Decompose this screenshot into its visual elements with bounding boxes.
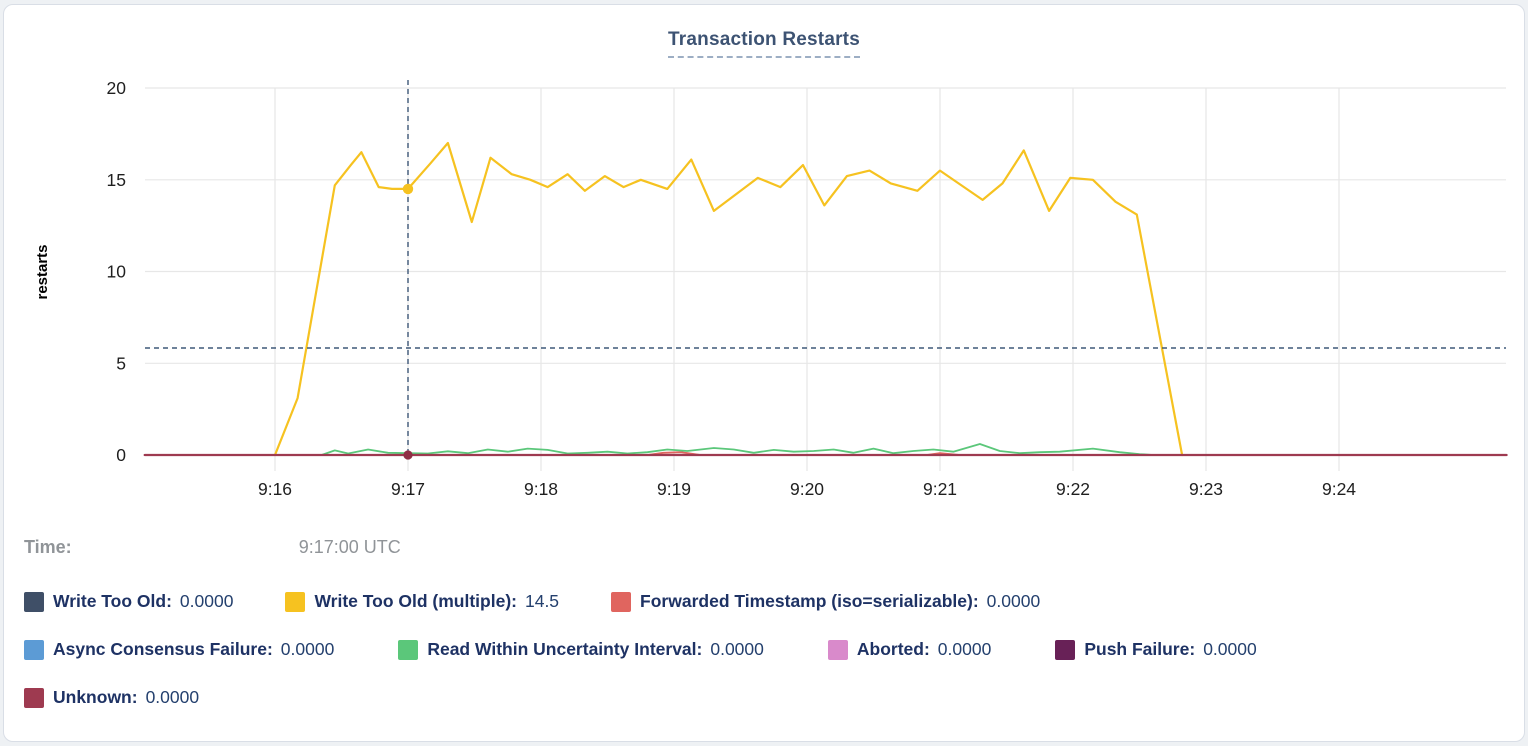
x-tick-label: 9:23 xyxy=(1189,479,1223,499)
legend-row: Unknown: 0.0000 xyxy=(24,687,199,708)
series-line-read-within-uncertainty-interval xyxy=(320,443,1154,456)
legend-value: 0.0000 xyxy=(145,687,200,707)
legend-item: Push Failure: 0.0000 xyxy=(1055,639,1257,660)
x-tick-label: 9:16 xyxy=(258,479,292,499)
legend-item: Read Within Uncertainty Interval: 0.0000 xyxy=(398,639,764,660)
legend-swatch-icon xyxy=(285,591,306,612)
legend-value: 0.0000 xyxy=(710,639,764,659)
legend-label: Write Too Old: xyxy=(53,591,172,611)
legend-label: Push Failure: xyxy=(1084,639,1196,659)
y-tick-label: 0 xyxy=(116,445,126,465)
legend-swatch-icon xyxy=(398,639,419,660)
time-readout-label: Time: xyxy=(24,537,72,557)
x-tick-label: 9:18 xyxy=(524,479,558,499)
y-tick-label: 5 xyxy=(116,353,126,373)
legend-value: 0.0000 xyxy=(179,591,234,611)
legend-row: Write Too Old: 0.0000 Write Too Old (multi… xyxy=(24,591,1040,612)
legend-label: Aborted: xyxy=(856,639,930,659)
time-readout: Time: 9:17:00 UTC xyxy=(24,537,401,558)
legend-swatch-icon xyxy=(24,591,44,612)
legend-value: 0.0000 xyxy=(1203,639,1257,659)
x-tick-label: 9:24 xyxy=(1322,479,1356,499)
legend-swatch-icon xyxy=(24,639,44,660)
x-tick-label: 9:17 xyxy=(391,479,425,499)
legend-value: 14.5 xyxy=(524,591,560,611)
legend-label: Unknown: xyxy=(53,687,138,707)
legend-swatch-icon xyxy=(611,591,632,612)
legend-label: Read Within Uncertainty Interval: xyxy=(427,639,703,659)
legend-item: Write Too Old: 0.0000 xyxy=(24,591,233,612)
time-readout-value: 9:17:00 UTC xyxy=(298,537,401,557)
legend-swatch-icon xyxy=(827,639,848,660)
legend-label: Forwarded Timestamp (iso=serializable): xyxy=(640,591,979,611)
x-tick-label: 9:22 xyxy=(1056,479,1090,499)
hover-dot-unknown xyxy=(403,450,413,460)
legend-value: 0.0000 xyxy=(986,591,1041,611)
y-axis-label: restarts xyxy=(34,244,51,299)
x-tick-label: 9:21 xyxy=(923,479,957,499)
legend-row: Async Consensus Failure: 0.0000 Read Withi… xyxy=(24,639,1257,660)
x-tick-label: 9:19 xyxy=(657,479,691,499)
series-line-write-too-old-multiple- xyxy=(273,141,1184,457)
legend-swatch-icon xyxy=(1055,639,1076,660)
transaction-restarts-chart[interactable]: 0 5 10 15 20 9:16 9:17 9:18 9:19 9:20 9:21 9:22 9:23… xyxy=(3,5,1525,513)
legend-item: Forwarded Timestamp (iso=serializable): 0… xyxy=(611,591,1040,612)
y-tick-label: 15 xyxy=(107,170,126,190)
legend-item: Aborted: 0.0000 xyxy=(827,639,992,660)
legend-value: 0.0000 xyxy=(937,639,992,659)
x-tick-label: 9:20 xyxy=(790,479,824,499)
legend-item: Async Consensus Failure: 0.0000 xyxy=(24,639,334,660)
transaction-restarts-panel: Transaction Restarts 0 5 10 15 20 9:16 9:17 9:1… xyxy=(3,4,1525,742)
legend-value: 0.0000 xyxy=(280,639,335,659)
chart-title-wrap: Transaction Restarts xyxy=(4,29,1524,58)
legend-swatch-icon xyxy=(24,687,44,708)
legend-label: Write Too Old (multiple): xyxy=(314,591,517,611)
y-tick-label: 10 xyxy=(107,262,127,282)
y-tick-label: 20 xyxy=(107,78,127,98)
hover-dot-write-too-old-multiple- xyxy=(402,183,414,195)
legend-label: Async Consensus Failure: xyxy=(53,639,273,659)
legend-item: Write Too Old (multiple): 14.5 xyxy=(285,591,559,612)
chart-title[interactable]: Transaction Restarts xyxy=(668,29,860,58)
legend-item: Unknown: 0.0000 xyxy=(24,687,199,708)
